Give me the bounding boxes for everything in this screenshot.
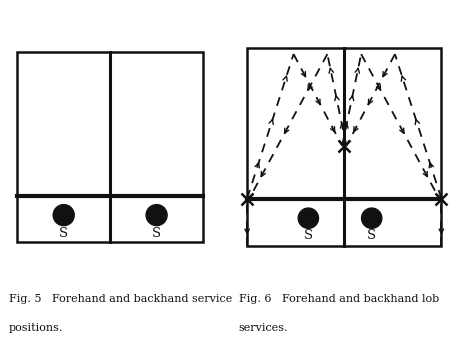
Text: Fig. 5   Forehand and backhand service: Fig. 5 Forehand and backhand service [9,294,232,304]
Text: S: S [59,227,68,240]
Circle shape [298,208,319,228]
Text: services.: services. [239,323,288,333]
Circle shape [146,205,167,226]
Text: positions.: positions. [9,323,63,333]
Text: S: S [304,229,313,242]
Circle shape [53,205,74,226]
Circle shape [362,208,382,228]
Text: S: S [367,229,376,242]
Text: S: S [152,227,161,240]
Text: Fig. 6   Forehand and backhand lob: Fig. 6 Forehand and backhand lob [239,294,439,304]
